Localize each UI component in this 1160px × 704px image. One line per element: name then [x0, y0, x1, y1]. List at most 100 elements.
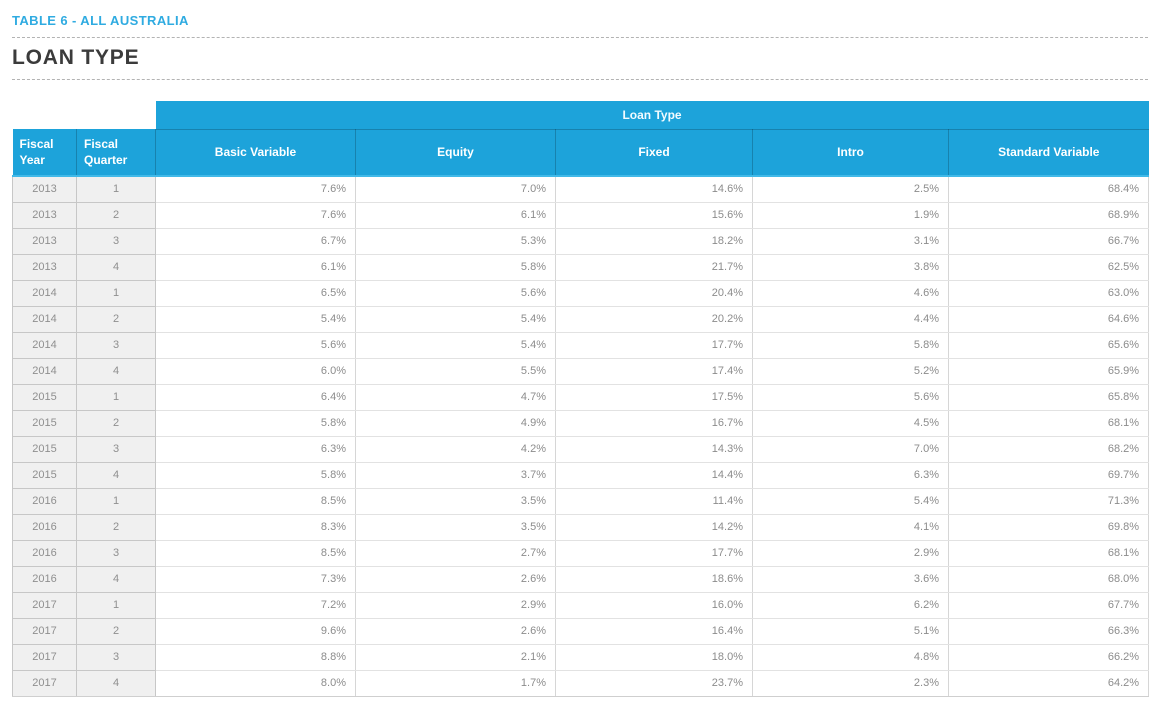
col-header-fiscal-year: Fiscal Year	[12, 129, 77, 177]
basic-variable-cell: 8.5%	[155, 540, 356, 567]
header-spacer	[12, 101, 156, 129]
basic-variable-cell: 8.3%	[155, 514, 356, 541]
intro-cell: 1.9%	[752, 202, 949, 229]
equity-cell: 1.7%	[355, 670, 556, 697]
fixed-cell: 21.7%	[555, 254, 753, 281]
equity-cell: 3.7%	[355, 462, 556, 489]
fiscal-quarter-cell: 2	[76, 513, 156, 541]
col-header-equity: Equity	[355, 129, 556, 177]
fiscal-year-cell: 2017	[12, 617, 77, 645]
col-header-basic-variable: Basic Variable	[155, 129, 356, 177]
fixed-cell: 23.7%	[555, 670, 753, 697]
fiscal-quarter-cell: 2	[76, 409, 156, 437]
fiscal-quarter-cell: 2	[76, 305, 156, 333]
fixed-cell: 14.3%	[555, 436, 753, 463]
col-header-intro: Intro	[752, 129, 949, 177]
equity-cell: 5.4%	[355, 306, 556, 333]
divider-line	[12, 37, 1148, 38]
table-row: 2015 2 5.8% 4.9% 16.7% 4.5% 68.1%	[12, 409, 1150, 437]
standard-variable-cell: 68.2%	[948, 436, 1150, 463]
intro-cell: 4.6%	[752, 280, 949, 307]
table-row: 2016 1 8.5% 3.5% 11.4% 5.4% 71.3%	[12, 487, 1150, 515]
divider-line	[12, 79, 1148, 80]
fiscal-quarter-cell: 1	[76, 591, 156, 619]
fiscal-year-cell: 2016	[12, 565, 77, 593]
fiscal-year-cell: 2014	[12, 305, 77, 333]
intro-cell: 5.4%	[752, 488, 949, 515]
intro-cell: 6.3%	[752, 462, 949, 489]
intro-cell: 4.1%	[752, 514, 949, 541]
group-header-loan-type: Loan Type	[155, 101, 1149, 130]
fiscal-year-cell: 2016	[12, 513, 77, 541]
fiscal-year-cell: 2014	[12, 357, 77, 385]
table-row: 2017 4 8.0% 1.7% 23.7% 2.3% 64.2%	[12, 669, 1150, 697]
standard-variable-cell: 68.9%	[948, 202, 1150, 229]
fixed-cell: 14.6%	[555, 176, 753, 203]
fiscal-quarter-cell: 4	[76, 669, 156, 697]
intro-cell: 5.2%	[752, 358, 949, 385]
table-row: 2014 4 6.0% 5.5% 17.4% 5.2% 65.9%	[12, 357, 1150, 385]
fiscal-quarter-cell: 1	[76, 279, 156, 307]
table-row: 2015 3 6.3% 4.2% 14.3% 7.0% 68.2%	[12, 435, 1150, 463]
fiscal-year-cell: 2013	[12, 201, 77, 229]
basic-variable-cell: 6.0%	[155, 358, 356, 385]
equity-cell: 2.6%	[355, 618, 556, 645]
fixed-cell: 14.2%	[555, 514, 753, 541]
standard-variable-cell: 62.5%	[948, 254, 1150, 281]
equity-cell: 4.7%	[355, 384, 556, 411]
basic-variable-cell: 7.6%	[155, 176, 356, 203]
table-header: Loan Type Fiscal Year Fiscal Quarter Bas…	[12, 101, 1149, 177]
basic-variable-cell: 5.8%	[155, 462, 356, 489]
fiscal-quarter-cell: 1	[76, 383, 156, 411]
equity-cell: 5.6%	[355, 280, 556, 307]
fiscal-year-cell: 2016	[12, 539, 77, 567]
equity-cell: 4.9%	[355, 410, 556, 437]
column-header-row: Fiscal Year Fiscal Quarter Basic Variabl…	[12, 129, 1149, 177]
fiscal-year-cell: 2017	[12, 669, 77, 697]
intro-cell: 6.2%	[752, 592, 949, 619]
fixed-cell: 15.6%	[555, 202, 753, 229]
standard-variable-cell: 66.7%	[948, 228, 1150, 255]
intro-cell: 3.1%	[752, 228, 949, 255]
equity-cell: 2.7%	[355, 540, 556, 567]
basic-variable-cell: 8.5%	[155, 488, 356, 515]
fixed-cell: 18.2%	[555, 228, 753, 255]
table-row: 2015 1 6.4% 4.7% 17.5% 5.6% 65.8%	[12, 383, 1150, 411]
fiscal-year-cell: 2015	[12, 383, 77, 411]
fiscal-quarter-cell: 4	[76, 253, 156, 281]
fixed-cell: 16.7%	[555, 410, 753, 437]
basic-variable-cell: 7.3%	[155, 566, 356, 593]
equity-cell: 2.6%	[355, 566, 556, 593]
fixed-cell: 18.0%	[555, 644, 753, 671]
table-row: 2013 1 7.6% 7.0% 14.6% 2.5% 68.4%	[12, 175, 1150, 203]
fiscal-year-cell: 2014	[12, 331, 77, 359]
fiscal-year-cell: 2013	[12, 175, 77, 203]
standard-variable-cell: 64.2%	[948, 670, 1150, 697]
fiscal-year-cell: 2014	[12, 279, 77, 307]
equity-cell: 7.0%	[355, 176, 556, 203]
standard-variable-cell: 64.6%	[948, 306, 1150, 333]
basic-variable-cell: 5.4%	[155, 306, 356, 333]
standard-variable-cell: 65.6%	[948, 332, 1150, 359]
basic-variable-cell: 7.6%	[155, 202, 356, 229]
fiscal-quarter-cell: 3	[76, 227, 156, 255]
basic-variable-cell: 6.1%	[155, 254, 356, 281]
fixed-cell: 20.2%	[555, 306, 753, 333]
intro-cell: 5.6%	[752, 384, 949, 411]
equity-cell: 5.5%	[355, 358, 556, 385]
basic-variable-cell: 7.2%	[155, 592, 356, 619]
fiscal-year-cell: 2015	[12, 435, 77, 463]
intro-cell: 5.1%	[752, 618, 949, 645]
fixed-cell: 14.4%	[555, 462, 753, 489]
basic-variable-cell: 5.6%	[155, 332, 356, 359]
fiscal-quarter-cell: 3	[76, 643, 156, 671]
fiscal-year-cell: 2017	[12, 643, 77, 671]
table-row: 2014 2 5.4% 5.4% 20.2% 4.4% 64.6%	[12, 305, 1150, 333]
fixed-cell: 17.4%	[555, 358, 753, 385]
table-row: 2017 2 9.6% 2.6% 16.4% 5.1% 66.3%	[12, 617, 1150, 645]
col-header-fiscal-quarter: Fiscal Quarter	[76, 129, 156, 177]
fiscal-year-cell: 2013	[12, 253, 77, 281]
intro-cell: 7.0%	[752, 436, 949, 463]
standard-variable-cell: 66.3%	[948, 618, 1150, 645]
group-header-row: Loan Type	[12, 101, 1149, 130]
